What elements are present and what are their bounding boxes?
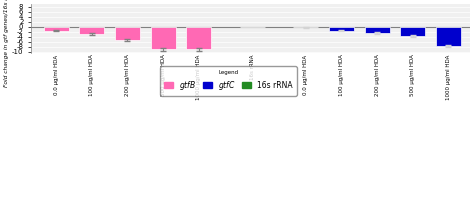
Bar	[79, 27, 104, 34]
Bar	[186, 27, 211, 49]
Legend: $gtfB$, $gtfC$, 16s rRNA: $gtfB$, $gtfC$, 16s rRNA	[160, 66, 297, 96]
Bar	[115, 27, 140, 40]
Bar	[44, 27, 69, 30]
Bar	[400, 27, 425, 36]
Bar	[436, 27, 461, 46]
Bar	[151, 27, 175, 49]
Bar	[365, 27, 390, 33]
Bar	[329, 27, 354, 30]
Y-axis label: Fold change in gtf genes/16s rRNA ratio: Fold change in gtf genes/16s rRNA ratio	[4, 0, 9, 87]
